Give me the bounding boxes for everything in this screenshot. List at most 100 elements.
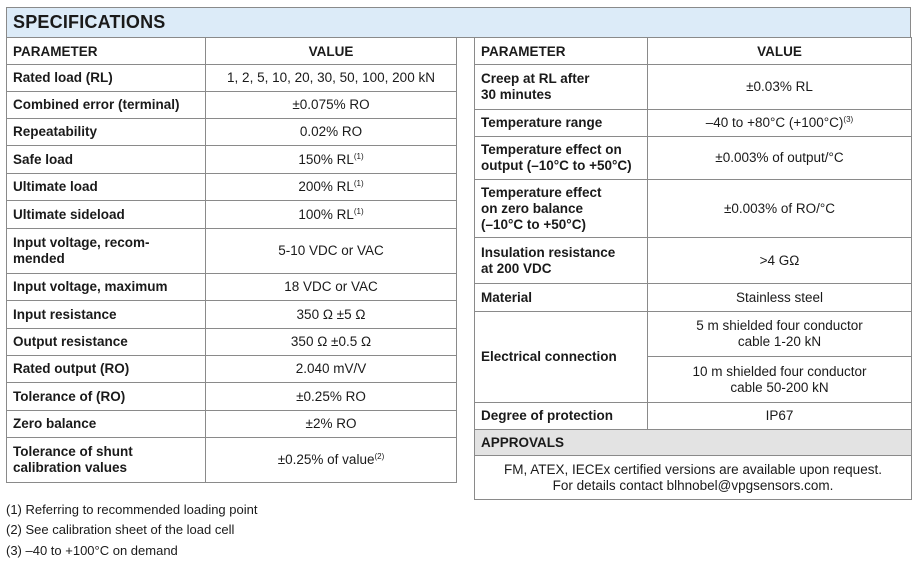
- parameter-cell: Input voltage, maximum: [6, 273, 206, 301]
- value-text: ±0.03% RL: [746, 79, 813, 94]
- parameter-cell: Tolerance of (RO): [6, 382, 206, 411]
- value-header: VALUE: [205, 37, 457, 65]
- table-row: Safe load 150% RL(1): [6, 145, 457, 174]
- value-text: 2.040 mV/V: [295, 361, 367, 376]
- value-cell: 150% RL(1): [205, 145, 457, 174]
- table-row: Temperature range –40 to +80°C (+100°C)(3…: [474, 109, 912, 137]
- parameter-cell: Creep at RL after 30 minutes: [474, 64, 648, 110]
- parameter-cell: Temperature range: [474, 109, 648, 137]
- value-cell: ±0.03% RL: [647, 64, 912, 110]
- value-text: 18 VDC or VAC: [284, 279, 378, 294]
- footnote-ref: (2): [374, 452, 385, 461]
- table-row: Ultimate sideload 100% RL(1): [6, 200, 457, 229]
- parameter-cell: Electrical connection: [474, 311, 648, 403]
- value-cell: 350 Ω ±5 Ω: [205, 300, 457, 329]
- value-cell: 10 m shielded four conductor cable 50-20…: [647, 356, 912, 403]
- value-text: –40 to +80°C (+100°C): [705, 115, 844, 130]
- table-row: Rated load (RL) 1, 2, 5, 10, 20, 30, 50, …: [6, 64, 457, 92]
- specs-table-right: PARAMETER VALUE Creep at RL after 30 min…: [474, 37, 912, 500]
- value-cell: –40 to +80°C (+100°C)(3): [647, 109, 912, 137]
- value-text: ±0.003% of RO/°C: [723, 200, 836, 216]
- table-row: 10 m shielded four conductor cable 50-20…: [475, 356, 912, 403]
- parameter-cell: Tolerance of shunt calibration values: [6, 437, 206, 483]
- value-cell: Stainless steel: [647, 283, 912, 312]
- value-cell: 2.040 mV/V: [205, 355, 457, 383]
- value-text: 350 Ω ±0.5 Ω: [290, 334, 372, 349]
- value-cell: 350 Ω ±0.5 Ω: [205, 328, 457, 356]
- value-text: ±0.25% RO: [296, 388, 366, 404]
- value-cell: ±0.003% of output/°C: [647, 136, 912, 180]
- value-text: 100% RL: [298, 206, 354, 222]
- value-cell: 5 m shielded four conductor cable 1-20 k…: [647, 311, 912, 357]
- parameter-cell: Output resistance: [6, 328, 206, 356]
- table-row: Degree of protection IP67: [474, 402, 912, 430]
- parameter-cell: Temperature effect on output (–10°C to +…: [474, 136, 648, 180]
- table-header-row: PARAMETER VALUE: [474, 37, 912, 65]
- value-cell: ±0.075% RO: [205, 91, 457, 119]
- parameter-cell: Input resistance: [6, 300, 206, 329]
- table-row: Input resistance 350 Ω ±5 Ω: [6, 300, 457, 329]
- value-cell: 5-10 VDC or VAC: [205, 228, 457, 274]
- table-row: Tolerance of (RO) ±0.25% RO: [6, 382, 457, 411]
- value-cell: 18 VDC or VAC: [205, 273, 457, 301]
- footnote-ref: (1): [353, 206, 364, 216]
- parameter-cell: Insulation resistance at 200 VDC: [474, 237, 648, 284]
- approvals-title: APPROVALS: [474, 429, 912, 456]
- value-text: 0.02% RO: [299, 124, 363, 139]
- table-row: Tolerance of shunt calibration values ±0.…: [6, 437, 457, 483]
- table-row: Electrical connection 5 m shielded four …: [474, 311, 912, 403]
- value-header: VALUE: [647, 37, 912, 65]
- approvals-text: FM, ATEX, IECEx certified versions are a…: [474, 455, 912, 500]
- value-cell: IP67: [647, 402, 912, 430]
- value-cell: >4 GΩ: [647, 237, 912, 284]
- value-text: 5-10 VDC or VAC: [278, 243, 384, 258]
- parameter-cell: Repeatability: [6, 118, 206, 146]
- value-text: 200% RL: [298, 179, 354, 194]
- value-cell: ±0.003% of RO/°C: [647, 179, 912, 238]
- value-cell: ±2% RO: [205, 410, 457, 438]
- value-text: ±2% RO: [305, 416, 357, 431]
- table-row: Insulation resistance at 200 VDC >4 GΩ: [474, 237, 912, 284]
- footnote-ref: (3): [843, 115, 854, 124]
- value-text: 1, 2, 5, 10, 20, 30, 50, 100, 200 kN: [227, 70, 435, 85]
- footnote-ref: (1): [353, 179, 364, 188]
- specs-table-left: PARAMETER VALUE Rated load (RL) 1, 2, 5, …: [6, 37, 457, 483]
- table-row: Temperature effect on zero balance (–10°…: [474, 179, 912, 238]
- table-row: Repeatability 0.02% RO: [6, 118, 457, 146]
- parameter-cell: Safe load: [6, 145, 206, 174]
- parameter-header: PARAMETER: [6, 37, 206, 65]
- parameter-cell: Combined error (terminal): [6, 91, 206, 119]
- table-row: Ultimate load 200% RL(1): [6, 173, 457, 201]
- parameter-cell: Temperature effect on zero balance (–10°…: [474, 179, 648, 238]
- parameter-cell: Rated load (RL): [6, 64, 206, 92]
- table-row: Input voltage, recom- mended 5-10 VDC or …: [6, 228, 457, 274]
- parameter-cell: Input voltage, recom- mended: [6, 228, 206, 274]
- value-text: 150% RL: [298, 151, 354, 167]
- specifications-title-bar: SPECIFICATIONS: [6, 7, 911, 38]
- value-text: ±0.003% of output/°C: [715, 150, 844, 165]
- value-cell: ±0.25% RO: [205, 382, 457, 411]
- parameter-cell: Material: [474, 283, 648, 312]
- footnote-2: (2) See calibration sheet of the load ce…: [6, 522, 235, 537]
- page-title: SPECIFICATIONS: [13, 12, 166, 32]
- value-text: 350 Ω ±5 Ω: [296, 306, 366, 322]
- footnote-ref: (1): [353, 151, 364, 161]
- footnote-3: (3) –40 to +100°C on demand: [6, 543, 178, 558]
- parameter-cell: Ultimate sideload: [6, 200, 206, 229]
- approvals-header-row: APPROVALS: [474, 429, 912, 456]
- table-row: Combined error (terminal) ±0.075% RO: [6, 91, 457, 119]
- table-row: Rated output (RO) 2.040 mV/V: [6, 355, 457, 383]
- parameter-cell: Zero balance: [6, 410, 206, 438]
- value-text: ±0.25% of value: [277, 452, 375, 467]
- value-cell: ±0.25% of value(2): [205, 437, 457, 483]
- value-cell: 200% RL(1): [205, 173, 457, 201]
- parameter-cell: Rated output (RO): [6, 355, 206, 383]
- parameter-cell: Degree of protection: [474, 402, 648, 430]
- parameter-header: PARAMETER: [474, 37, 648, 65]
- table-row: Input voltage, maximum 18 VDC or VAC: [6, 273, 457, 301]
- table-row: Material Stainless steel: [474, 283, 912, 312]
- footnote-1: (1) Referring to recommended loading poi…: [6, 502, 258, 517]
- value-cell: 0.02% RO: [205, 118, 457, 146]
- table-row: Output resistance 350 Ω ±0.5 Ω: [6, 328, 457, 356]
- value-cell: 1, 2, 5, 10, 20, 30, 50, 100, 200 kN: [205, 64, 457, 92]
